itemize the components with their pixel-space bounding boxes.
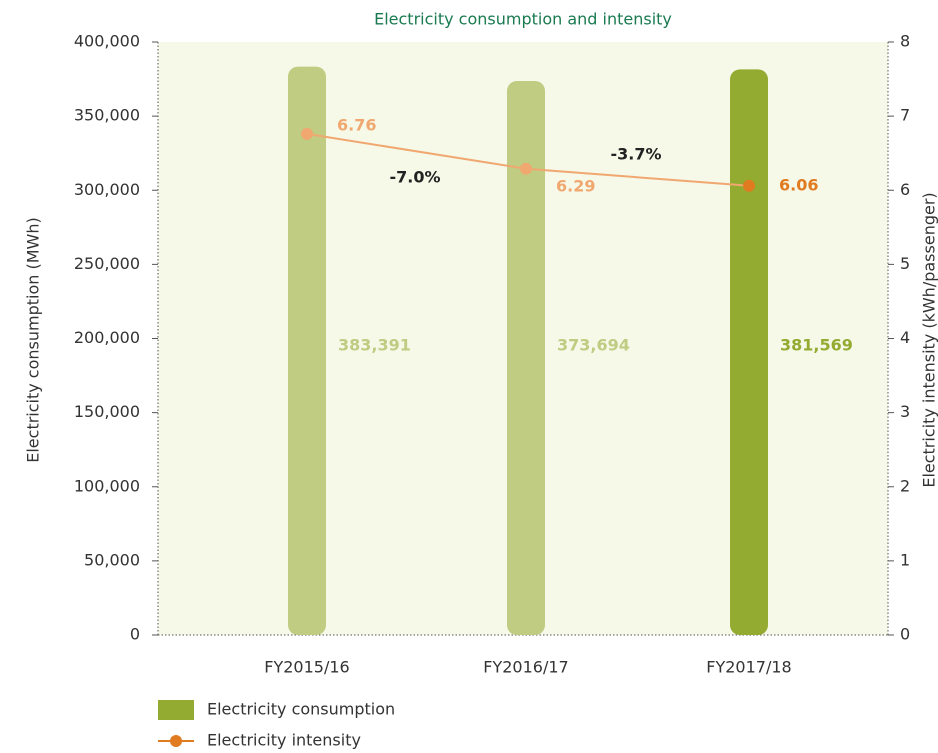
y-tick-label: 200,000 — [74, 328, 140, 347]
y-axis-label: Electricity consumption (MWh) — [24, 217, 43, 463]
bar — [507, 80, 545, 635]
y2-tick-label: 8 — [900, 32, 910, 51]
y-tick-label: 350,000 — [74, 106, 140, 125]
y2-axis-label: Electricity intensity (kWh/passenger) — [920, 192, 938, 487]
y-tick-label: 250,000 — [74, 254, 140, 273]
legend-label: Electricity intensity — [207, 731, 361, 750]
y2-tick-label: 1 — [900, 550, 910, 569]
y-tick-label: 100,000 — [74, 476, 140, 495]
chart-title: Electricity consumption and intensity — [374, 10, 672, 29]
bar — [730, 69, 768, 635]
bar-value-label: 373,694 — [557, 336, 630, 355]
y-tick-label: 0 — [130, 625, 140, 644]
y-tick-label: 50,000 — [84, 550, 140, 569]
x-tick-label: FY2015/16 — [264, 658, 349, 677]
y2-tick-label: 2 — [900, 476, 910, 495]
y2-tick-label: 3 — [900, 402, 910, 421]
y2-tick-label: 0 — [900, 625, 910, 644]
line-value-label: 6.06 — [779, 175, 818, 194]
line-value-label: 6.76 — [337, 115, 376, 134]
line-point — [520, 162, 532, 175]
bar — [288, 66, 326, 635]
y2-tick-label: 4 — [900, 328, 910, 347]
line-value-label: 6.29 — [556, 176, 595, 195]
y-tick-label: 150,000 — [74, 402, 140, 421]
x-tick-label: FY2017/18 — [706, 658, 791, 677]
line-point — [301, 127, 313, 140]
y2-tick-label: 6 — [900, 180, 910, 199]
y2-tick-label: 5 — [900, 254, 910, 273]
legend-swatch — [170, 735, 182, 747]
legend-swatch — [158, 700, 194, 720]
annotation: -7.0% — [389, 168, 440, 187]
x-tick-label: FY2016/17 — [483, 658, 568, 677]
y-tick-label: 300,000 — [74, 180, 140, 199]
bar-value-label: 383,391 — [338, 336, 411, 355]
annotation: -3.7% — [610, 145, 661, 164]
y-tick-label: 400,000 — [74, 32, 140, 51]
line-point — [743, 179, 755, 192]
legend-label: Electricity consumption — [207, 700, 395, 719]
y2-tick-label: 7 — [900, 106, 910, 125]
bar-value-label: 381,569 — [780, 336, 853, 355]
